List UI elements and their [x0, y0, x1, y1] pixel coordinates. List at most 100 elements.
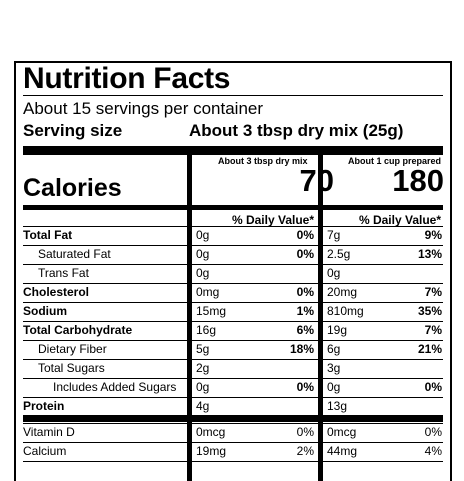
nutrient-name: Total Carbohydrate	[23, 323, 133, 337]
vitamins-divider	[23, 415, 187, 422]
nutrient-name: Sodium	[23, 304, 67, 318]
column-divider-2	[318, 155, 323, 481]
column-1-amount: 5g	[196, 342, 210, 356]
row-divider	[192, 245, 318, 246]
row-divider	[323, 226, 443, 227]
nutrient-name: Vitamin D	[23, 425, 75, 439]
column-1-amount: 15mg	[196, 304, 227, 318]
column-1-amount: 0g	[196, 247, 210, 261]
column-2-amount: 0mcg	[327, 425, 357, 439]
column-2-daily-value: 13%	[417, 247, 442, 261]
column-2-calories: 180	[392, 163, 444, 198]
row-divider	[192, 461, 318, 462]
row-divider	[192, 264, 318, 265]
column-2-amount: 0g	[327, 266, 341, 280]
serving-size-divider	[23, 146, 443, 155]
servings-per-container: About 15 servings per container	[23, 99, 264, 118]
title-divider	[23, 95, 443, 96]
nutrient-name: Includes Added Sugars	[53, 380, 177, 394]
row-divider	[23, 321, 187, 322]
row-divider	[192, 359, 318, 360]
vitamins-divider	[323, 415, 443, 422]
row-divider	[192, 378, 318, 379]
row-divider	[192, 397, 318, 398]
nutrient-name: Trans Fat	[38, 266, 89, 280]
column-1-daily-value: 6%	[296, 323, 314, 337]
column-1-amount: 2g	[196, 361, 210, 375]
nutrient-name: Saturated Fat	[38, 247, 111, 261]
column-1-daily-value: 0%	[296, 380, 314, 394]
row-divider	[23, 461, 187, 462]
label-title: Nutrition Facts	[23, 62, 231, 95]
column-1-daily-value: 0%	[296, 285, 314, 299]
column-1-amount: 16g	[196, 323, 217, 337]
column-1-amount: 19mg	[196, 444, 227, 458]
row-divider	[323, 302, 443, 303]
calories-label: Calories	[23, 174, 122, 202]
row-divider	[192, 321, 318, 322]
column-2-dv-heading: % Daily Value*	[358, 213, 441, 227]
row-divider	[23, 378, 187, 379]
nutrient-name: Total Fat	[23, 228, 73, 242]
row-divider	[23, 423, 187, 424]
row-divider	[23, 359, 187, 360]
nutrient-name: Protein	[23, 399, 65, 413]
calories-divider	[192, 205, 318, 210]
column-1-daily-value: 0%	[296, 228, 314, 242]
column-2-amount: 19g	[327, 323, 348, 337]
nutrient-name: Cholesterol	[23, 285, 90, 299]
column-1-amount: 0g	[196, 228, 210, 242]
row-divider	[23, 283, 187, 284]
row-divider	[192, 442, 318, 443]
column-1-dv-heading: % Daily Value*	[231, 213, 314, 227]
row-divider	[192, 340, 318, 341]
row-divider	[192, 423, 318, 424]
row-divider	[323, 442, 443, 443]
row-divider	[23, 264, 187, 265]
row-divider	[323, 423, 443, 424]
serving-size-label: Serving size	[23, 121, 123, 140]
nutrition-facts-label: Nutrition Facts About 15 servings per co…	[14, 61, 452, 481]
column-1-daily-value: 2%	[296, 444, 314, 458]
column-1-daily-value: 0%	[296, 247, 314, 261]
column-2-heading: About 1 cup prepared	[348, 156, 442, 166]
row-divider	[323, 359, 443, 360]
column-2-daily-value: 0%	[424, 380, 442, 394]
column-2-amount: 810mg	[327, 304, 364, 318]
column-1-heading: About 3 tbsp dry mix	[218, 156, 308, 166]
row-divider	[23, 442, 187, 443]
column-1-calories: 70	[299, 163, 334, 198]
column-1-amount: 0g	[196, 266, 210, 280]
column-1-daily-value: 18%	[289, 342, 314, 356]
column-1-amount: 0mcg	[196, 425, 226, 439]
column-2-daily-value: 9%	[424, 228, 442, 242]
row-divider	[323, 378, 443, 379]
vitamins-divider	[192, 415, 318, 422]
row-divider	[323, 397, 443, 398]
column-2-amount: 2.5g	[327, 247, 351, 261]
row-divider	[192, 226, 318, 227]
row-divider	[323, 283, 443, 284]
row-divider	[23, 302, 187, 303]
serving-size-value: About 3 tbsp dry mix (25g)	[189, 121, 404, 140]
row-divider	[23, 340, 187, 341]
column-1-amount: 0g	[196, 380, 210, 394]
column-2-daily-value: 7%	[424, 323, 442, 337]
column-1-daily-value: 0%	[296, 425, 314, 439]
column-2-amount: 13g	[327, 399, 348, 413]
nutrient-name: Total Sugars	[38, 361, 105, 375]
calories-divider	[23, 205, 187, 210]
column-2-daily-value: 35%	[417, 304, 442, 318]
nutrient-name: Calcium	[23, 444, 67, 458]
nutrient-name: Dietary Fiber	[38, 342, 107, 356]
column-2-amount: 44mg	[327, 444, 358, 458]
column-2-amount: 20mg	[327, 285, 358, 299]
row-divider	[23, 397, 187, 398]
row-divider	[323, 264, 443, 265]
row-divider	[323, 461, 443, 462]
column-divider-1	[187, 155, 192, 481]
column-2-amount: 0g	[327, 380, 341, 394]
column-1-amount: 4g	[196, 399, 210, 413]
row-divider	[23, 226, 187, 227]
column-2-amount: 7g	[327, 228, 341, 242]
